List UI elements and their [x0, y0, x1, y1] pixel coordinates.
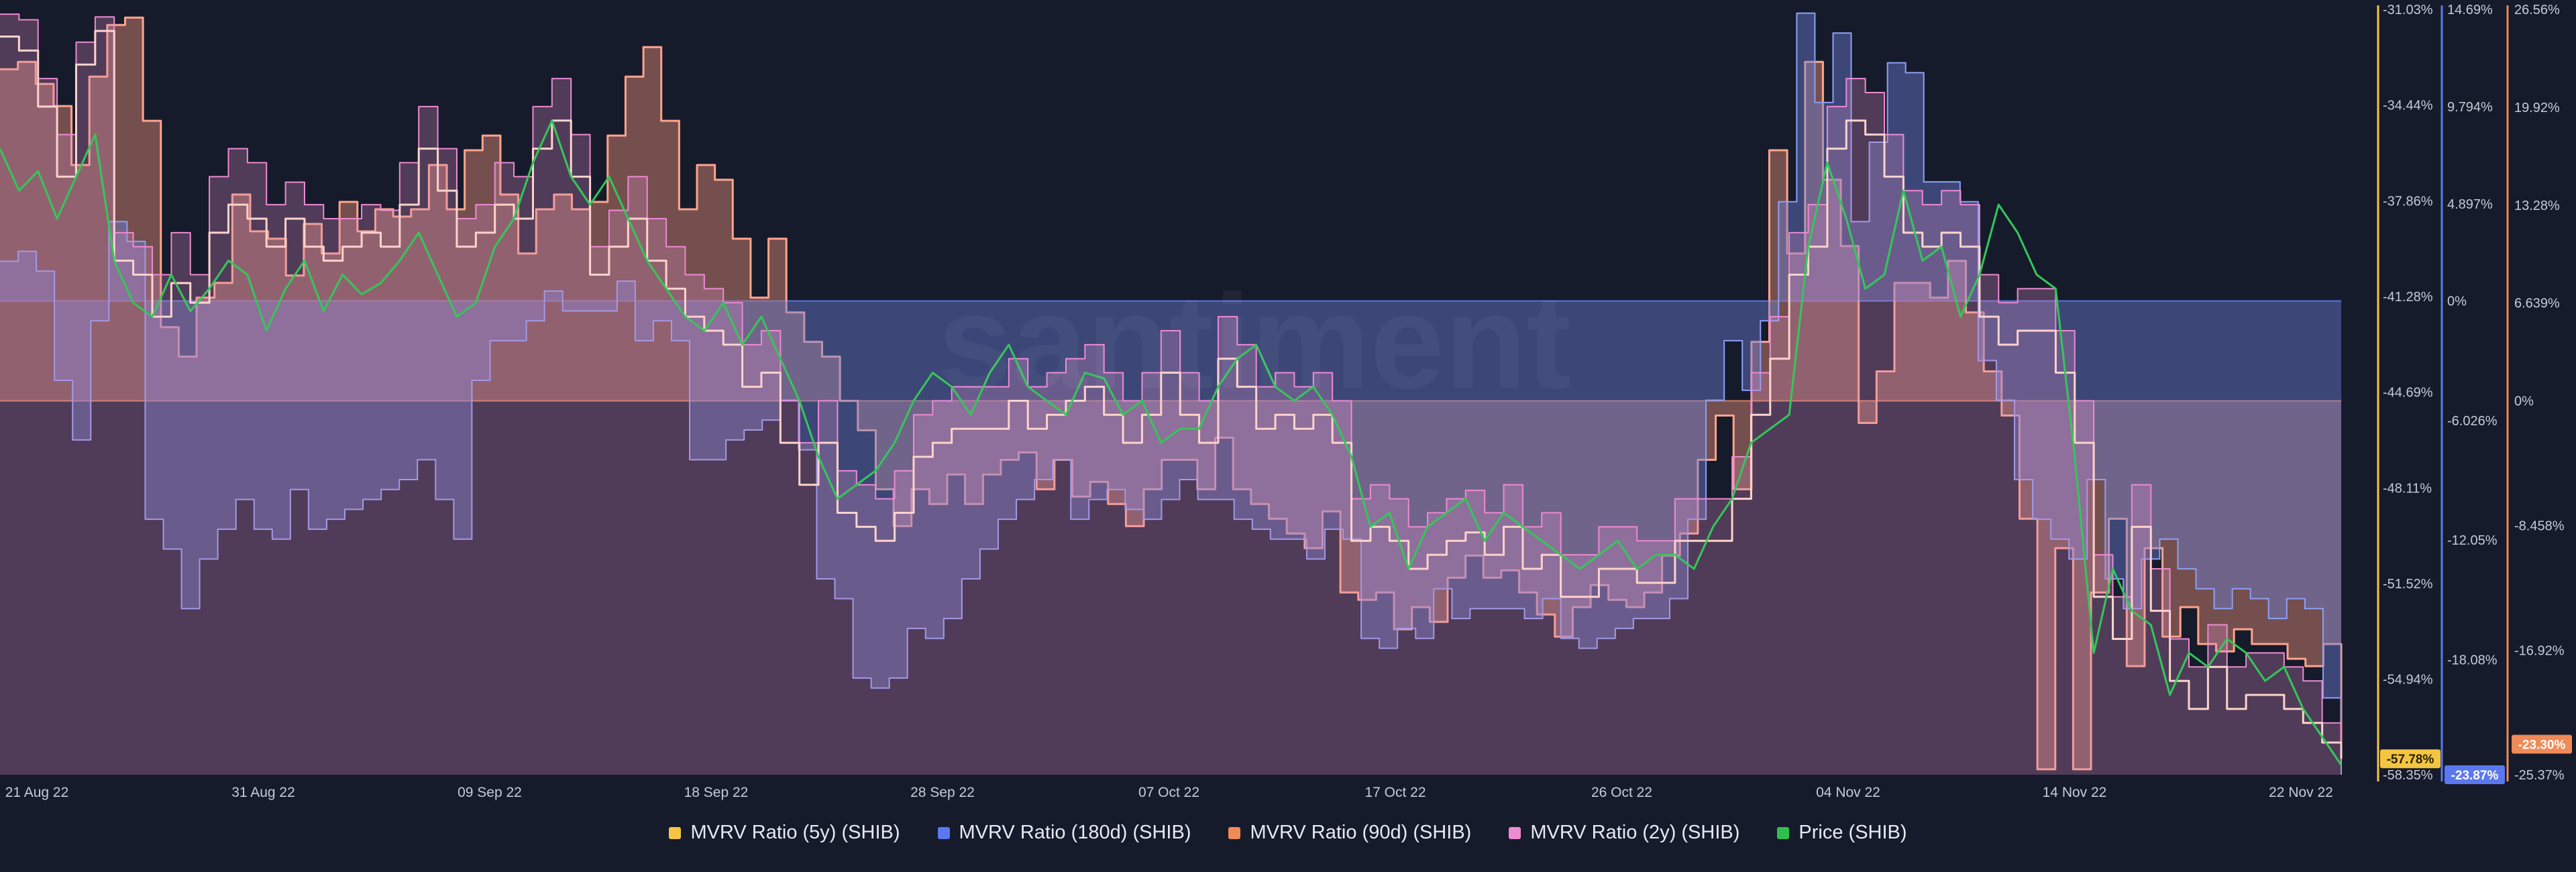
x-tick-label: 14 Nov 22: [2043, 785, 2107, 800]
y-tick-label-mvrv_90d: -25.37%: [2514, 768, 2565, 783]
y-tick-label-mvrv_180d: 4.897%: [2447, 197, 2493, 212]
series-line-mvrv-ratio-180d-shib[interactable]: [0, 12, 2342, 775]
y-tick-label-mvrv_90d: -8.458%: [2514, 519, 2565, 533]
x-tick-label: 21 Aug 22: [5, 785, 69, 800]
series-layer: [0, 12, 2343, 775]
series-area-mvrv-ratio-180d-shib: [0, 13, 2341, 775]
y-tick-label-mvrv_5y: -51.52%: [2383, 577, 2433, 592]
axis-layer: 21 Aug 22 31 Aug 22 09 Sep 22 18 Sep 22 28 S…: [5, 3, 2572, 800]
legend-label: MVRV Ratio (180d) (SHIB): [959, 822, 1191, 843]
series-line-price-shib[interactable]: [0, 119, 2343, 766]
y-tick-label-mvrv_90d: -16.92%: [2514, 643, 2565, 658]
watermark: santiment: [938, 267, 1572, 417]
legend-item-price-shib[interactable]: Price (SHIB): [1777, 822, 1907, 844]
y-tick-label-mvrv_180d: -6.026%: [2447, 414, 2498, 429]
legend-label: MVRV Ratio (90d) (SHIB): [1250, 822, 1472, 843]
x-tick-label: 28 Sep 22: [910, 785, 975, 800]
series-area-mvrv-ratio-2y-shib: [0, 14, 2341, 775]
legend-swatch: [1509, 826, 1521, 839]
y-tick-label-mvrv_90d: 26.56%: [2514, 3, 2560, 17]
legend-swatch: [1777, 826, 1790, 839]
x-tick-label: 18 Sep 22: [684, 785, 749, 800]
y-tick-label-mvrv_180d: 14.69%: [2447, 3, 2493, 17]
legend-label: MVRV Ratio (2y) (SHIB): [1530, 822, 1740, 843]
x-tick-label: 31 Aug 22: [231, 785, 295, 800]
current-value-text-mvrv_5y: -57.78%: [2387, 753, 2434, 767]
y-tick-label-mvrv_5y: -54.94%: [2383, 673, 2433, 688]
y-tick-label-mvrv_180d: -12.05%: [2447, 533, 2498, 548]
legend: MVRV Ratio (5y) (SHIB) MVRV Ratio (180d) …: [0, 822, 2576, 844]
current-value-badge-mvrv_180d: -23.87%: [2445, 765, 2505, 784]
current-value-text-mvrv_180d: -23.87%: [2451, 769, 2499, 783]
y-tick-label-mvrv_5y: -41.28%: [2383, 290, 2433, 305]
series-area-mvrv-ratio-90d-shib: [0, 17, 2341, 769]
current-value-badge-mvrv_90d: -23.30%: [2512, 734, 2572, 754]
legend-item-mvrv-ratio-180d-shib[interactable]: MVRV Ratio (180d) (SHIB): [937, 822, 1191, 844]
y-tick-label-mvrv_180d: -18.08%: [2447, 653, 2498, 668]
legend-label: MVRV Ratio (5y) (SHIB): [690, 822, 900, 843]
x-tick-label: 22 Nov 22: [2269, 785, 2333, 800]
y-tick-label-mvrv_5y: -34.44%: [2383, 98, 2433, 113]
x-tick-label: 26 Oct 22: [1591, 785, 1652, 800]
x-tick-label: 04 Nov 22: [1816, 785, 1880, 800]
legend-swatch: [669, 826, 682, 839]
legend-swatch: [1228, 826, 1241, 839]
legend-item-mvrv-ratio-5y-shib[interactable]: MVRV Ratio (5y) (SHIB): [669, 822, 900, 844]
y-tick-label-mvrv_90d: 0%: [2514, 394, 2534, 409]
y-tick-label-mvrv_180d: 0%: [2447, 294, 2467, 309]
series-line-mvrv-ratio-5y-shib[interactable]: [0, 30, 2343, 759]
legend-label: Price (SHIB): [1799, 822, 1907, 843]
legend-item-mvrv-ratio-2y-shib[interactable]: MVRV Ratio (2y) (SHIB): [1509, 822, 1739, 844]
current-value-badge-mvrv_5y: -57.78%: [2380, 749, 2440, 769]
legend-swatch: [937, 826, 950, 839]
x-tick-label: 09 Sep 22: [458, 785, 522, 800]
current-value-text-mvrv_90d: -23.30%: [2518, 739, 2566, 753]
y-tick-label-mvrv_5y: -37.86%: [2383, 194, 2433, 209]
x-tick-label: 07 Oct 22: [1138, 785, 1199, 800]
y-tick-label-mvrv_5y: -58.35%: [2383, 768, 2433, 783]
y-tick-label-mvrv_90d: 19.92%: [2514, 101, 2560, 115]
y-tick-label-mvrv_180d: 9.794%: [2447, 100, 2493, 115]
y-tick-label-mvrv_90d: 6.639%: [2514, 296, 2560, 311]
x-tick-label: 17 Oct 22: [1364, 785, 1426, 800]
y-tick-label-mvrv_5y: -31.03%: [2383, 3, 2433, 17]
y-tick-label-mvrv_90d: 13.28%: [2514, 199, 2560, 213]
y-tick-label-mvrv_5y: -44.69%: [2383, 386, 2433, 400]
y-tick-label-mvrv_5y: -48.11%: [2383, 481, 2432, 496]
legend-item-mvrv-ratio-90d-shib[interactable]: MVRV Ratio (90d) (SHIB): [1228, 822, 1471, 844]
